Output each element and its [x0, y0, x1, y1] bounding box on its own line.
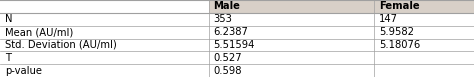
Text: Mean (AU/ml): Mean (AU/ml): [5, 27, 73, 37]
Text: N: N: [5, 14, 12, 24]
Bar: [374, 38, 474, 51]
Bar: [374, 0, 474, 13]
Bar: [0, 64, 209, 77]
Text: 147: 147: [379, 14, 398, 24]
Bar: [209, 38, 374, 51]
Text: Std. Deviation (AU/ml): Std. Deviation (AU/ml): [5, 40, 117, 50]
Bar: [0, 26, 209, 38]
Text: Female: Female: [379, 1, 420, 11]
Bar: [209, 51, 374, 64]
Bar: [374, 13, 474, 26]
Bar: [374, 51, 474, 64]
Text: 0.527: 0.527: [213, 53, 242, 63]
Text: 5.9582: 5.9582: [379, 27, 414, 37]
Bar: [0, 38, 209, 51]
Bar: [209, 26, 374, 38]
Bar: [374, 26, 474, 38]
Text: p-value: p-value: [5, 66, 42, 76]
Bar: [209, 64, 374, 77]
Text: 0.598: 0.598: [213, 66, 242, 76]
Bar: [209, 13, 374, 26]
Bar: [374, 64, 474, 77]
Bar: [0, 13, 209, 26]
Bar: [0, 51, 209, 64]
Text: 353: 353: [213, 14, 232, 24]
Text: Male: Male: [213, 1, 240, 11]
Text: 5.51594: 5.51594: [213, 40, 255, 50]
Bar: [209, 0, 374, 13]
Text: 5.18076: 5.18076: [379, 40, 420, 50]
Text: T: T: [5, 53, 11, 63]
Text: 6.2387: 6.2387: [213, 27, 248, 37]
Bar: [0, 0, 209, 13]
